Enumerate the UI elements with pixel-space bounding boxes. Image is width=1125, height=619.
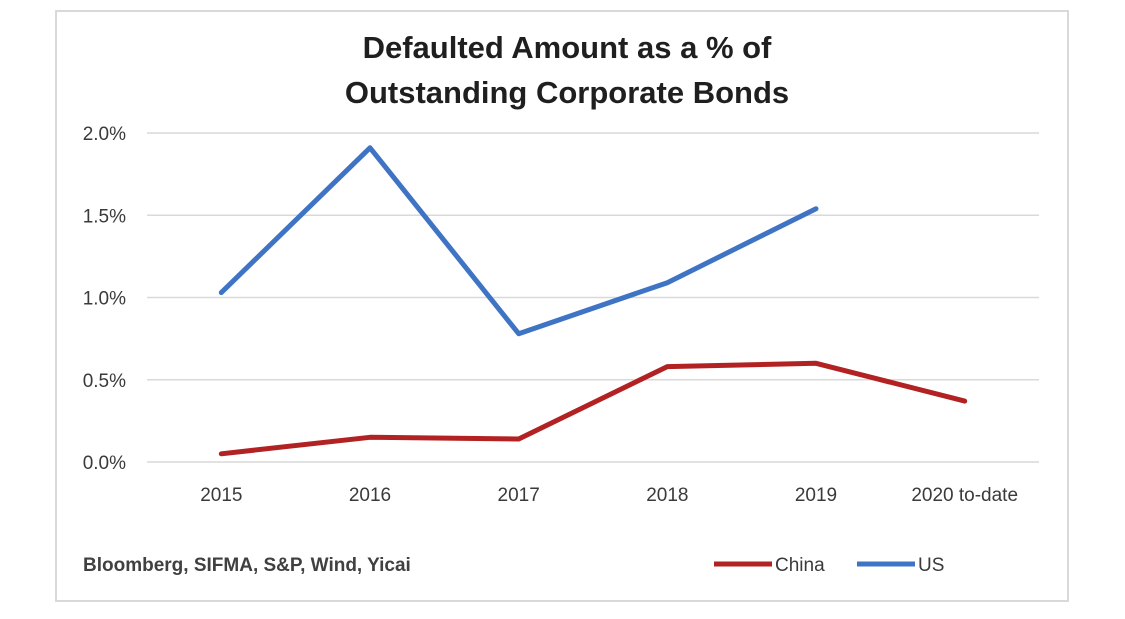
source-note: Bloomberg, SIFMA, S&P, Wind, Yicai xyxy=(83,555,411,576)
legend-label-china: China xyxy=(775,555,825,576)
y-axis-tick-labels: 0.0% 0.5% 1.0% 1.5% 2.0% xyxy=(83,124,126,474)
series-line-us xyxy=(218,145,819,337)
x-tick-label: 2020 to-date xyxy=(911,485,1018,506)
y-tick-label: 2.0% xyxy=(83,124,126,145)
x-tick-label: 2015 xyxy=(200,485,242,506)
x-tick-label: 2019 xyxy=(795,485,837,506)
gridlines xyxy=(147,132,1039,463)
legend-label-us: US xyxy=(918,555,944,576)
series-line-china xyxy=(218,360,968,457)
x-tick-label: 2016 xyxy=(349,485,391,506)
y-tick-label: 1.5% xyxy=(83,206,126,227)
chart-title-line-1: Defaulted Amount as a % of xyxy=(363,30,772,65)
chart-frame xyxy=(55,10,1069,602)
y-tick-label: 0.0% xyxy=(83,453,126,474)
x-axis-tick-labels: 2015 2016 2017 2018 2019 2020 to-date xyxy=(200,485,1018,506)
x-tick-label: 2017 xyxy=(498,485,540,506)
series-lines xyxy=(218,145,968,457)
legend: China US xyxy=(714,555,944,576)
x-tick-label: 2018 xyxy=(646,485,688,506)
y-tick-label: 1.0% xyxy=(83,289,126,310)
y-tick-label: 0.5% xyxy=(83,371,126,392)
chart-title-line-2: Outstanding Corporate Bonds xyxy=(345,75,789,110)
